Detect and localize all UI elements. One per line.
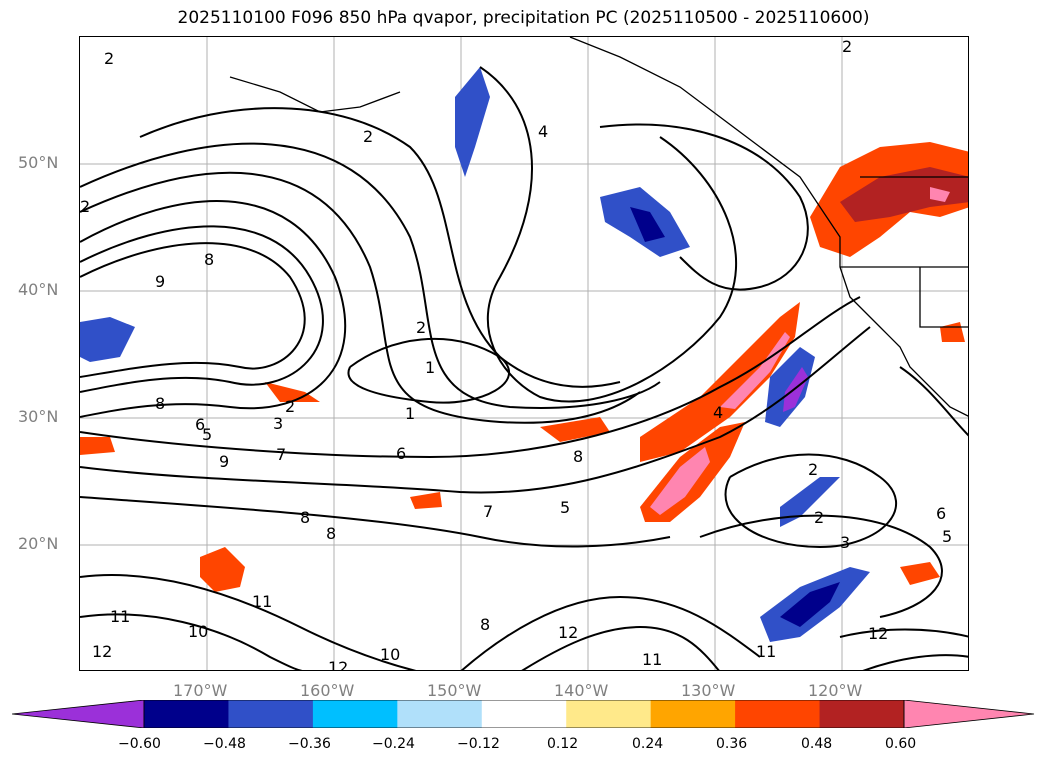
colorbar-tick: −0.60 xyxy=(118,736,161,752)
contour-label: 2 xyxy=(363,127,373,146)
colorbar-segment xyxy=(481,700,567,728)
contour-label: 6 xyxy=(936,504,946,523)
contour-label: 6 xyxy=(195,415,205,434)
lat-label: 20°N xyxy=(18,534,59,553)
contour-label: 8 xyxy=(300,508,310,527)
contour-label: 5 xyxy=(202,425,212,444)
colorbar-tick: 0.24 xyxy=(632,736,664,752)
contour-label: 11 xyxy=(110,607,130,626)
lon-label: 140°W xyxy=(554,681,609,700)
colorbar-tick: 0.60 xyxy=(885,736,917,752)
colorbar-segment xyxy=(228,700,314,728)
colorbar-frame xyxy=(143,700,905,728)
colorbar-tick: −0.48 xyxy=(203,736,246,752)
contour-label: 2 xyxy=(416,318,426,337)
contour-label: 11 xyxy=(756,642,776,661)
colorbar-tick: −0.24 xyxy=(372,736,415,752)
colorbar-extend-low xyxy=(12,700,145,728)
contour-label: 9 xyxy=(155,272,165,291)
colorbar-segment xyxy=(735,700,821,728)
colorbar-segment xyxy=(312,700,398,728)
contour-label: 8 xyxy=(480,615,490,634)
contour-label: 2 xyxy=(80,197,90,216)
colorbar-tick: −0.12 xyxy=(457,736,500,752)
contour-label: 5 xyxy=(560,498,570,517)
lon-label: 160°W xyxy=(300,681,355,700)
contour-label: 5 xyxy=(942,527,952,546)
contour-label: 12 xyxy=(328,658,348,671)
colorbar-segment xyxy=(566,700,652,728)
contour-label: 8 xyxy=(326,524,336,543)
colorbar-segment xyxy=(397,700,483,728)
colorbar-segment xyxy=(650,700,736,728)
colorbar xyxy=(12,700,1035,728)
contour-label: 2 xyxy=(285,397,295,416)
lat-label: 30°N xyxy=(18,407,59,426)
colorbar-tick: 0.12 xyxy=(547,736,579,752)
contour-label: 2 xyxy=(104,49,114,68)
contour-label: 4 xyxy=(713,403,723,422)
qvapor-contours xyxy=(80,66,968,670)
contour-label: 8 xyxy=(573,447,583,466)
colorbar-tick: 0.48 xyxy=(801,736,833,752)
lon-label: 130°W xyxy=(681,681,736,700)
colorbar-extend-high xyxy=(903,700,1035,728)
contour-label: 7 xyxy=(483,502,493,521)
chart-title: 2025110100 F096 850 hPa qvapor, precipit… xyxy=(177,8,870,28)
lon-label: 120°W xyxy=(808,681,863,700)
contour-label: 3 xyxy=(273,414,283,433)
contour-labels: 2 2 2 4 2 2 8 9 8 1 2 1 6 3 5 6 7 9 7 5 … xyxy=(80,37,952,671)
precip-shading xyxy=(80,67,968,642)
contour-label: 9 xyxy=(219,452,229,471)
contour-label: 1 xyxy=(405,404,415,423)
contour-label: 8 xyxy=(155,394,165,413)
lon-label: 150°W xyxy=(427,681,482,700)
contour-label: 7 xyxy=(276,445,286,464)
contour-label: 4 xyxy=(538,122,548,141)
map-panel: 2 2 2 4 2 2 8 9 8 1 2 1 6 3 5 6 7 9 7 5 … xyxy=(79,36,969,671)
contour-label: 2 xyxy=(808,460,818,479)
colorbar-tick: 0.36 xyxy=(716,736,748,752)
contour-label: 1 xyxy=(425,358,435,377)
lat-label: 40°N xyxy=(18,280,59,299)
colorbar-tick: −0.36 xyxy=(288,736,331,752)
contour-label: 2 xyxy=(842,37,852,56)
contour-label: 10 xyxy=(380,645,400,664)
contour-label: 10 xyxy=(188,622,208,641)
colorbar-segment xyxy=(144,700,229,728)
contour-label: 12 xyxy=(558,623,578,642)
colorbar-segment xyxy=(819,700,905,728)
contour-label: 2 xyxy=(814,508,824,527)
contour-label: 12 xyxy=(92,642,112,661)
contour-label: 8 xyxy=(204,250,214,269)
contour-label: 3 xyxy=(840,533,850,552)
contour-label: 12 xyxy=(868,624,888,643)
lon-label: 170°W xyxy=(173,681,228,700)
lat-label: 50°N xyxy=(18,153,59,172)
contour-label: 11 xyxy=(252,592,272,611)
contour-label: 11 xyxy=(642,650,662,669)
map-canvas: 2 2 2 4 2 2 8 9 8 1 2 1 6 3 5 6 7 9 7 5 … xyxy=(80,37,968,671)
contour-label: 6 xyxy=(396,444,406,463)
